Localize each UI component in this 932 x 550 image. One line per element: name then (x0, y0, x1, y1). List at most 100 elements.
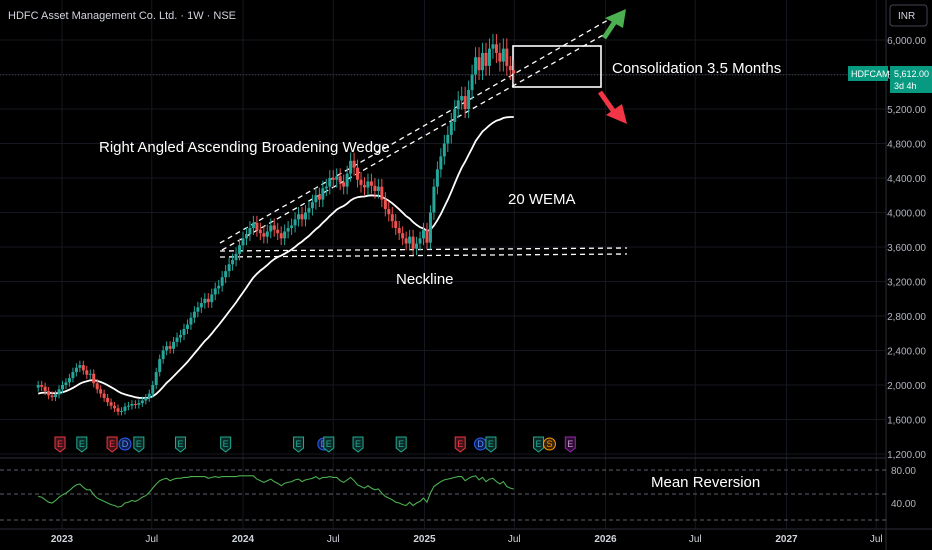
candle (359, 171, 363, 193)
candle (390, 207, 394, 229)
neckline-line-2 (219, 253, 628, 258)
rsi-tick-label: 80.00 (891, 466, 916, 477)
candle (241, 231, 245, 252)
ticker-badge: HDFCAMC (848, 66, 896, 81)
event-letter: E (326, 439, 332, 449)
candle (71, 367, 75, 383)
chart-title: HDFC Asset Management Co. Ltd. · 1W · NS… (8, 10, 236, 22)
candle (428, 205, 432, 250)
event-marker-e[interactable]: E (454, 436, 466, 453)
price-axis[interactable]: 6,000.005,600.005,200.004,800.004,400.00… (887, 36, 926, 461)
event-marker-e[interactable]: E (106, 436, 118, 453)
candle (449, 113, 453, 144)
x-tick-label: 2026 (594, 534, 617, 545)
event-marker-s[interactable]: S (542, 437, 556, 451)
y-tick-label: 1,600.00 (887, 416, 926, 427)
candle (352, 152, 356, 176)
event-letter: E (296, 439, 302, 449)
candle (432, 178, 436, 220)
candle (78, 360, 82, 373)
candle (165, 341, 169, 356)
event-marker-e[interactable]: E (352, 436, 364, 453)
event-marker-d[interactable]: D (118, 437, 132, 451)
candle (109, 398, 113, 410)
candle (345, 165, 349, 195)
rsi-axis: 80.00 40.00 (891, 466, 916, 510)
candle (113, 401, 117, 413)
candle (425, 222, 429, 250)
currency-button[interactable]: INR (889, 4, 928, 27)
event-marker-e[interactable]: E (54, 436, 66, 453)
candle (60, 380, 64, 394)
candle (88, 369, 92, 379)
candle (456, 91, 460, 119)
neckline-line-1 (219, 247, 628, 252)
events-row: EEEDEEEEDEEEEDEESE (54, 436, 576, 453)
grid (0, 0, 886, 529)
event-marker-e[interactable]: E (564, 436, 576, 453)
consolidation-box (512, 45, 602, 88)
rsi-line (38, 475, 514, 508)
y-tick-label: 5,200.00 (887, 105, 926, 116)
candle (328, 170, 332, 195)
event-letter: E (178, 439, 184, 449)
candle (331, 170, 335, 188)
candle (279, 226, 283, 246)
event-letter: E (57, 439, 63, 449)
event-marker-e[interactable]: E (293, 436, 305, 453)
event-marker-e[interactable]: E (485, 436, 497, 453)
bar-countdown: 3d 4h (894, 81, 917, 91)
candle (106, 394, 110, 407)
wedge-upper-line-1 (219, 19, 609, 244)
event-marker-e[interactable]: E (175, 436, 187, 453)
y-tick-label: 1,200.00 (887, 450, 926, 461)
candle (442, 135, 446, 165)
rsi-tick-label: 40.00 (891, 499, 916, 510)
ticker-label: HDFCAMC (851, 69, 896, 79)
candle (366, 173, 370, 196)
candle (64, 378, 68, 390)
candle (463, 86, 467, 119)
currency-label: INR (898, 11, 915, 22)
event-marker-e[interactable]: E (323, 436, 335, 453)
candles (36, 34, 516, 416)
candle (338, 168, 342, 191)
candle (99, 385, 103, 398)
candle (158, 354, 162, 377)
candle (356, 159, 360, 188)
x-tick-label: 2024 (232, 534, 255, 545)
y-tick-label: 2,800.00 (887, 312, 926, 323)
event-letter: E (136, 439, 142, 449)
candle (415, 236, 419, 256)
event-marker-e[interactable]: E (76, 436, 88, 453)
event-letter: E (567, 439, 573, 449)
candle (147, 389, 151, 402)
event-marker-e[interactable]: E (220, 436, 232, 453)
candle (213, 282, 217, 301)
event-marker-e[interactable]: E (133, 436, 145, 453)
event-marker-e[interactable]: E (395, 436, 407, 453)
candle (397, 221, 401, 241)
candle (439, 148, 443, 178)
candle (484, 42, 488, 76)
candle (126, 401, 130, 411)
candle (251, 215, 255, 235)
event-marker-d[interactable]: D (474, 437, 488, 451)
candle (85, 365, 89, 379)
candle (293, 212, 297, 233)
time-axis[interactable]: 2023 Jul 2024 Jul 2025 Jul 2026 Jul 2027 Jul (51, 534, 883, 545)
candle (283, 224, 287, 246)
candle (154, 367, 158, 390)
consolidation-annotation: Consolidation 3.5 Months (612, 60, 781, 77)
candle (43, 382, 47, 396)
candle (92, 369, 96, 388)
candle (512, 60, 516, 84)
event-marker-e[interactable]: E (533, 436, 545, 453)
event-letter: E (536, 439, 542, 449)
candle (95, 379, 99, 394)
event-letter: E (398, 439, 404, 449)
candle (140, 396, 144, 407)
x-tick-label: 2027 (775, 534, 798, 545)
candle (494, 34, 498, 64)
